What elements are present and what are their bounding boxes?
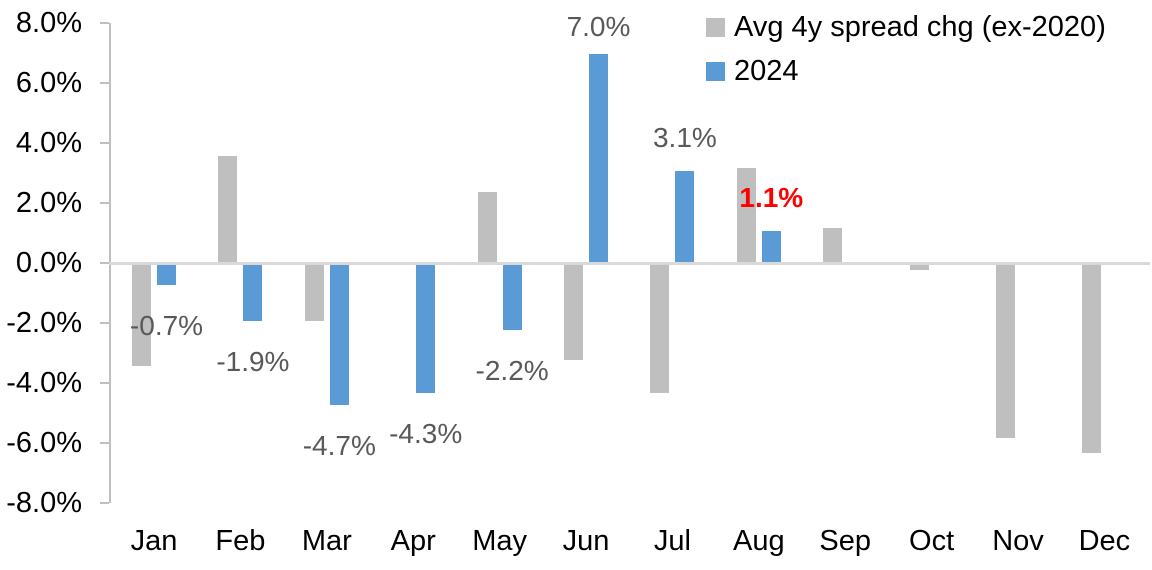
bar-avg-dec [1082, 263, 1102, 453]
bar-2024-aug [761, 230, 781, 264]
bar-2024-feb [243, 263, 263, 321]
data-label-may: -2.2% [475, 354, 549, 386]
bar-avg-sep [823, 227, 843, 264]
bar-avg-nov [996, 263, 1015, 438]
x-axis-label-jun: Jun [562, 525, 610, 557]
y-axis-tick-label: 2.0% [15, 187, 82, 219]
legend-item-2024: 2024 [706, 52, 1106, 90]
x-axis-label-aug: Aug [732, 525, 785, 557]
legend: Avg 4y spread chg (ex-2020) 2024 [706, 8, 1106, 96]
y-axis-tick-label: -4.0% [6, 367, 82, 399]
y-axis-tick-mark [100, 442, 109, 444]
y-axis-tick-label: -2.0% [6, 307, 82, 339]
legend-label-2024: 2024 [734, 54, 799, 87]
legend-swatch-2024 [706, 61, 725, 81]
y-axis-tick-mark [100, 262, 109, 264]
bar-2024-may [502, 263, 522, 330]
x-axis-label-dec: Dec [1078, 525, 1131, 557]
x-axis-label-feb: Feb [215, 525, 266, 557]
bar-avg-aug [736, 167, 756, 264]
bar-2024-jun [589, 53, 608, 264]
y-axis-tick-mark [100, 142, 109, 144]
x-axis-label-sep: Sep [819, 525, 871, 557]
data-label-jan: -0.7% [129, 309, 204, 341]
zero-gridline [109, 262, 1150, 265]
x-axis-label-jul: Jul [653, 525, 691, 557]
bar-avg-jul [650, 263, 670, 393]
y-axis-tick-label: -8.0% [6, 487, 82, 519]
data-label-mar: -4.7% [302, 429, 376, 461]
data-label-feb: -1.9% [216, 345, 290, 377]
legend-label-avg-4y-spread: Avg 4y spread chg (ex-2020) [734, 10, 1106, 43]
data-label-jun: 7.0% [566, 11, 631, 42]
y-axis-tick-label: 4.0% [15, 127, 82, 159]
bar-2024-jan [157, 263, 176, 285]
bar-avg-jun [564, 263, 583, 360]
data-label-apr: -4.3% [389, 417, 463, 449]
y-axis-tick-mark [100, 322, 109, 324]
x-axis-label-oct: Oct [909, 525, 955, 557]
y-axis-tick-label: 0.0% [15, 247, 82, 279]
x-axis-label-apr: Apr [390, 525, 436, 557]
y-axis-tick-mark [100, 22, 109, 24]
data-label-aug: 1.1% [739, 181, 804, 213]
legend-swatch-avg-4y-spread [706, 17, 725, 37]
bar-2024-apr [416, 263, 436, 393]
y-axis-tick-mark [100, 202, 109, 204]
bar-avg-jan [132, 263, 151, 366]
bar-avg-oct [909, 263, 929, 270]
x-axis-label-jan: Jan [130, 525, 178, 557]
legend-item-avg-4y-spread: Avg 4y spread chg (ex-2020) [706, 8, 1106, 46]
x-axis-label-mar: Mar [301, 525, 352, 557]
bar-2024-mar [329, 263, 349, 405]
y-axis-tick-mark [100, 82, 109, 84]
data-label-jul: 3.1% [652, 121, 717, 153]
bar-avg-may [477, 191, 497, 264]
bar-2024-jul [675, 170, 695, 264]
y-axis-tick-label: -6.0% [6, 427, 82, 459]
x-axis-label-nov: Nov [992, 525, 1044, 557]
x-axis-label-may: May [472, 525, 527, 557]
bar-avg-mar [304, 263, 324, 321]
y-axis-tick-mark [100, 502, 109, 504]
y-axis-tick-label: 8.0% [15, 7, 82, 39]
bar-avg-feb [218, 155, 238, 264]
y-axis-tick-label: 6.0% [15, 67, 82, 99]
y-axis-tick-mark [100, 382, 109, 384]
